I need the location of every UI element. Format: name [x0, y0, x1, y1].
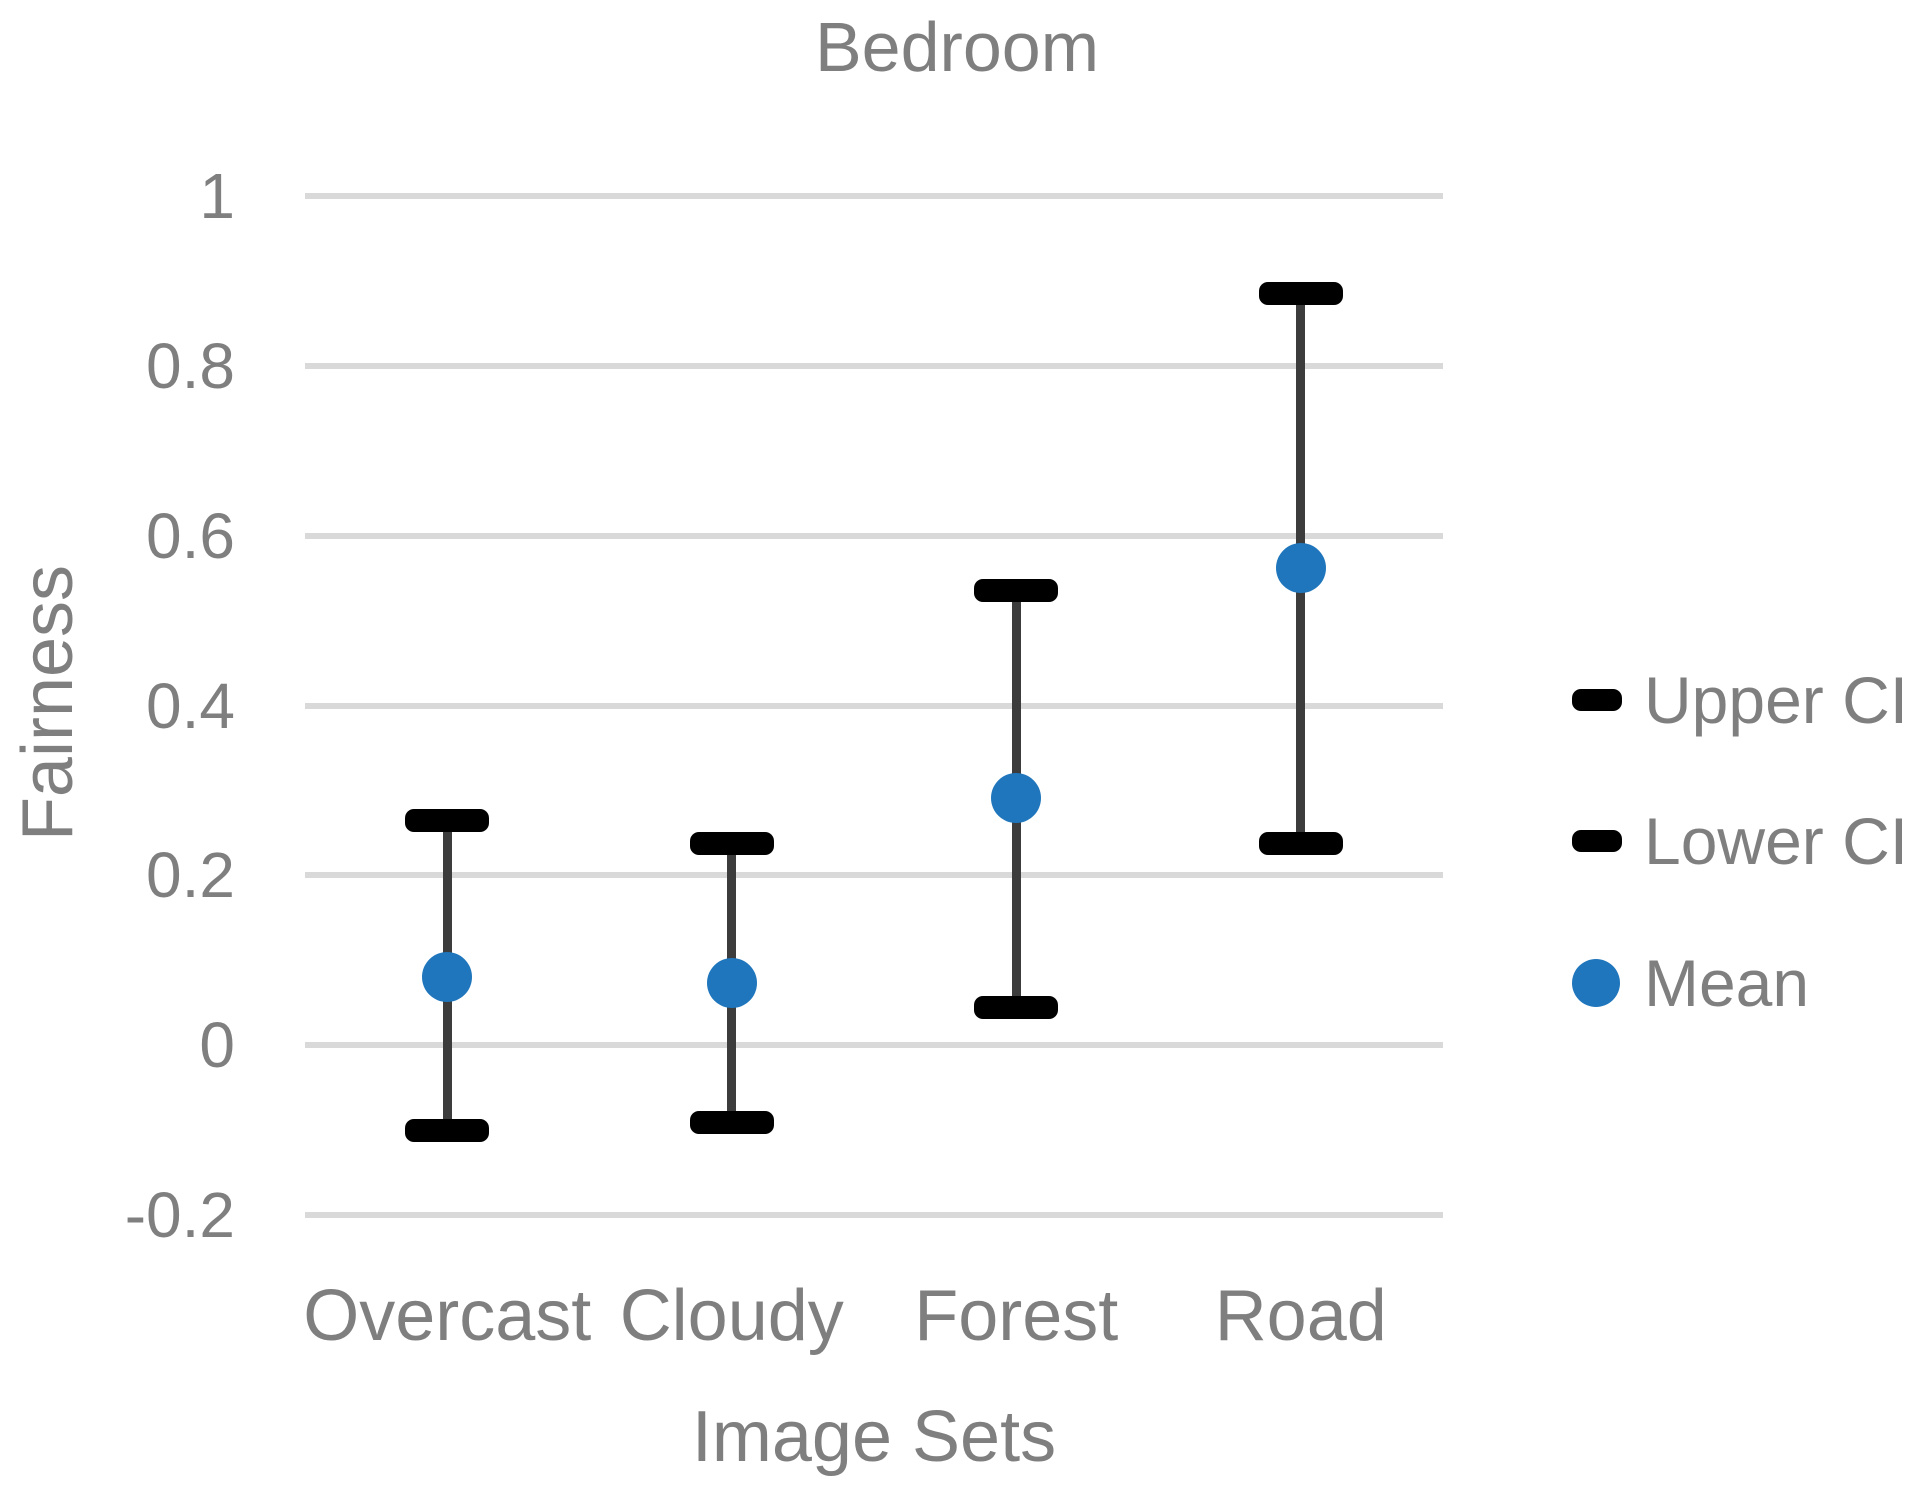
- mean-marker: [706, 958, 757, 1009]
- x-category-label: Forest: [914, 1276, 1119, 1356]
- y-tick-label: -0.2: [124, 1179, 235, 1251]
- lower-ci-cap: [1258, 831, 1343, 855]
- lower-ci-cap: [405, 1119, 490, 1143]
- gridline: [305, 1042, 1443, 1049]
- gridline: [305, 362, 1443, 369]
- gridline: [305, 193, 1443, 199]
- legend-item-upper-ci: Upper CI: [1572, 660, 1908, 740]
- y-tick-label: 1: [199, 160, 235, 232]
- mean-marker: [1275, 542, 1326, 593]
- legend-label: Upper CI: [1644, 663, 1909, 737]
- legend-mean-circle-icon: [1572, 959, 1620, 1007]
- gridline: [305, 1212, 1443, 1218]
- x-category-label: Road: [1214, 1276, 1387, 1356]
- y-tick-label: 0.4: [146, 669, 235, 742]
- lower-ci-cap: [974, 996, 1059, 1020]
- gridline: [305, 702, 1443, 709]
- mean-marker: [422, 952, 473, 1003]
- mean-marker: [991, 773, 1042, 824]
- legend-item-mean: Mean: [1572, 943, 1809, 1023]
- lower-ci-cap: [689, 1110, 774, 1134]
- legend-ci-dash-icon: [1572, 830, 1622, 852]
- chart-title: Bedroom: [814, 8, 1100, 86]
- legend-label: Lower CI: [1644, 804, 1909, 878]
- y-tick-label: 0.2: [146, 839, 235, 912]
- x-category-label: Cloudy: [619, 1276, 844, 1356]
- gridline: [305, 872, 1443, 879]
- gridline: [305, 532, 1443, 539]
- x-category-label: Overcast: [303, 1276, 592, 1356]
- legend-ci-dash-icon: [1572, 689, 1622, 711]
- y-tick-label: 0.8: [146, 329, 235, 402]
- plot-area: [305, 193, 1443, 1218]
- upper-ci-cap: [1258, 282, 1343, 306]
- legend-item-lower-ci: Lower CI: [1572, 801, 1908, 881]
- upper-ci-cap: [689, 831, 774, 855]
- upper-ci-cap: [974, 579, 1059, 603]
- upper-ci-cap: [405, 808, 490, 832]
- x-axis-title: Image Sets: [691, 1397, 1057, 1477]
- y-tick-label: 0: [199, 1009, 235, 1082]
- y-tick-label: 0.6: [146, 499, 235, 572]
- legend-label: Mean: [1644, 946, 1810, 1020]
